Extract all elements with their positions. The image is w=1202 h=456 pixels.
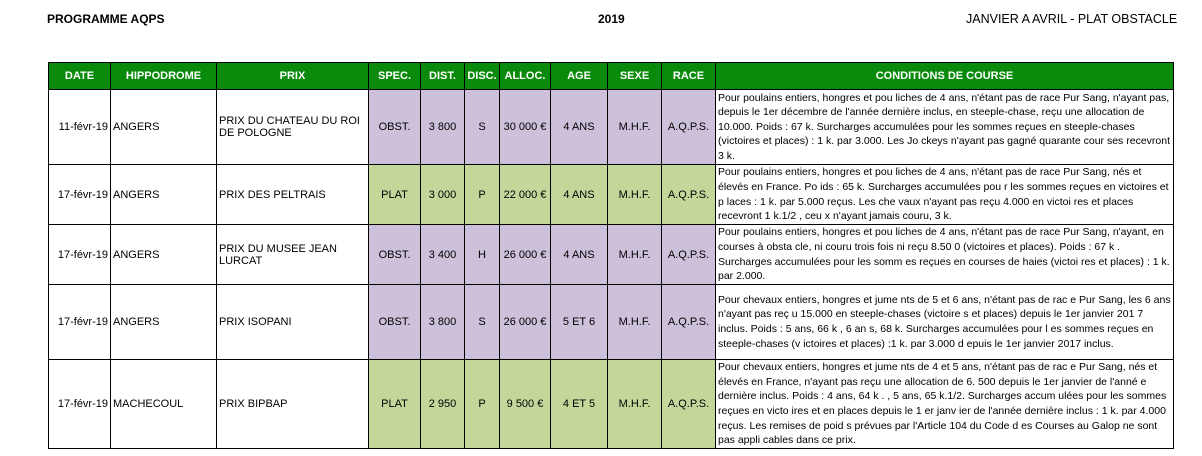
program-year: 2019 xyxy=(598,12,625,26)
cell-spec: OBST. xyxy=(368,224,421,285)
col-header-race: RACE xyxy=(661,62,716,90)
cell-age: 4 ANS xyxy=(550,89,608,165)
cell-conditions: Pour poulains entiers, hongres et pou li… xyxy=(715,89,1174,165)
program-period: JANVIER A AVRIL - PLAT OBSTACLE xyxy=(966,12,1178,26)
cell-disc: H xyxy=(464,224,500,285)
races-table: DATE HIPPODROME PRIX SPEC. DIST. DISC. A… xyxy=(48,62,1174,449)
cell-age: 4 ANS xyxy=(550,164,608,225)
cell-spec: OBST. xyxy=(368,284,421,360)
col-header-disc: DISC. xyxy=(464,62,500,90)
cell-race: A.Q.P.S. xyxy=(661,284,716,360)
cell-disc: S xyxy=(464,89,500,165)
cell-alloc: 30 000 € xyxy=(499,89,551,165)
cell-conditions: Pour poulains entiers, hongres et pou li… xyxy=(715,224,1174,285)
cell-race: A.Q.P.S. xyxy=(661,224,716,285)
table-row: 17-févr-19 ANGERS PRIX DU MUSEE JEAN LUR… xyxy=(48,224,1174,285)
cell-prix: PRIX BIPBAP xyxy=(216,359,369,449)
cell-age: 4 ET 5 xyxy=(550,359,608,449)
cell-spec: OBST. xyxy=(368,89,421,165)
cell-prix: PRIX DU MUSEE JEAN LURCAT xyxy=(216,224,369,285)
cell-alloc: 9 500 € xyxy=(499,359,551,449)
col-header-hippodrome: HIPPODROME xyxy=(110,62,217,90)
cell-spec: PLAT xyxy=(368,164,421,225)
cell-sexe: M.H.F. xyxy=(607,89,662,165)
cell-hippodrome: MACHECOUL xyxy=(110,359,217,449)
col-header-conditions: CONDITIONS DE COURSE xyxy=(715,62,1174,90)
cell-hippodrome: ANGERS xyxy=(110,224,217,285)
table-row: 17-févr-19 MACHECOUL PRIX BIPBAP PLAT 2 … xyxy=(48,359,1174,449)
cell-sexe: M.H.F. xyxy=(607,164,662,225)
cell-conditions: Pour chevaux entiers, hongres et jume nt… xyxy=(715,359,1174,449)
cell-race: A.Q.P.S. xyxy=(661,89,716,165)
cell-conditions: Pour poulains entiers, hongres et pou li… xyxy=(715,164,1174,225)
cell-dist: 2 950 xyxy=(420,359,465,449)
cell-spec: PLAT xyxy=(368,359,421,449)
table-header-row: DATE HIPPODROME PRIX SPEC. DIST. DISC. A… xyxy=(48,62,1174,90)
cell-dist: 3 000 xyxy=(420,164,465,225)
cell-disc: P xyxy=(464,359,500,449)
cell-prix: PRIX ISOPANI xyxy=(216,284,369,360)
table-row: 17-févr-19 ANGERS PRIX DES PELTRAIS PLAT… xyxy=(48,164,1174,225)
cell-sexe: M.H.F. xyxy=(607,284,662,360)
cell-date: 17-févr-19 xyxy=(48,164,111,225)
cell-hippodrome: ANGERS xyxy=(110,164,217,225)
col-header-age: AGE xyxy=(550,62,608,90)
cell-disc: S xyxy=(464,284,500,360)
cell-hippodrome: ANGERS xyxy=(110,284,217,360)
cell-age: 4 ANS xyxy=(550,224,608,285)
col-header-date: DATE xyxy=(48,62,111,90)
cell-date: 17-févr-19 xyxy=(48,359,111,449)
cell-alloc: 26 000 € xyxy=(499,224,551,285)
col-header-prix: PRIX xyxy=(216,62,369,90)
cell-hippodrome: ANGERS xyxy=(110,89,217,165)
cell-conditions: Pour chevaux entiers, hongres et jume nt… xyxy=(715,284,1174,360)
cell-disc: P xyxy=(464,164,500,225)
cell-date: 17-févr-19 xyxy=(48,284,111,360)
cell-age: 5 ET 6 xyxy=(550,284,608,360)
cell-sexe: M.H.F. xyxy=(607,224,662,285)
program-title: PROGRAMME AQPS xyxy=(47,12,165,26)
cell-dist: 3 800 xyxy=(420,284,465,360)
cell-date: 17-févr-19 xyxy=(48,224,111,285)
cell-race: A.Q.P.S. xyxy=(661,359,716,449)
cell-sexe: M.H.F. xyxy=(607,359,662,449)
col-header-spec: SPEC. xyxy=(368,62,421,90)
col-header-alloc: ALLOC. xyxy=(499,62,551,90)
cell-date: 11-févr-19 xyxy=(48,89,111,165)
cell-prix: PRIX DES PELTRAIS xyxy=(216,164,369,225)
col-header-sexe: SEXE xyxy=(607,62,662,90)
cell-race: A.Q.P.S. xyxy=(661,164,716,225)
cell-dist: 3 800 xyxy=(420,89,465,165)
table-row: 11-févr-19 ANGERS PRIX DU CHATEAU DU ROI… xyxy=(48,89,1174,165)
cell-alloc: 22 000 € xyxy=(499,164,551,225)
cell-dist: 3 400 xyxy=(420,224,465,285)
col-header-dist: DIST. xyxy=(420,62,465,90)
cell-prix: PRIX DU CHATEAU DU ROI DE POLOGNE xyxy=(216,89,369,165)
table-row: 17-févr-19 ANGERS PRIX ISOPANI OBST. 3 8… xyxy=(48,284,1174,360)
cell-alloc: 26 000 € xyxy=(499,284,551,360)
